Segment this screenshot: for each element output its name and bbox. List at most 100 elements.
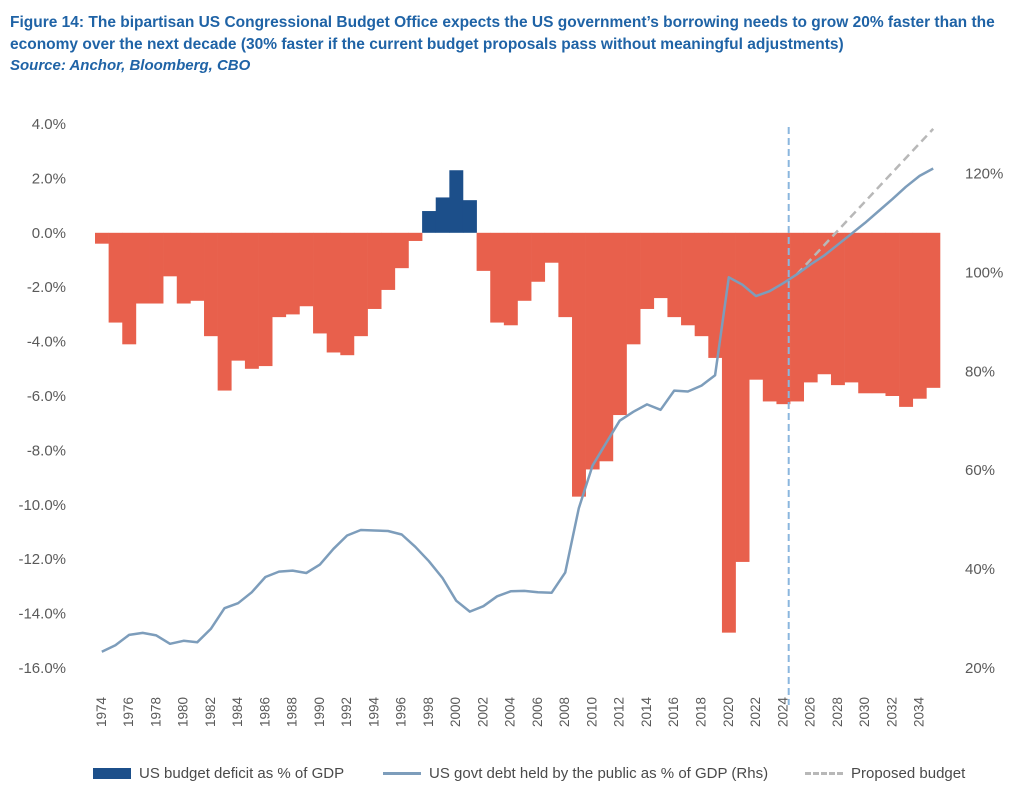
deficit-bar-2017: [681, 232, 695, 326]
deficit-bar-2035: [926, 232, 941, 388]
deficit-bar-1976: [122, 232, 137, 345]
chart-legend: US budget deficit as % of GDP US govt de…: [0, 760, 1024, 786]
x-tick-label: 1978: [148, 697, 163, 727]
deficit-bar-2031: [871, 232, 886, 394]
deficit-bar-2002: [476, 232, 491, 271]
deficit-bar-2010: [585, 232, 600, 470]
legend-label-proposed: Proposed budget: [851, 764, 966, 782]
deficit-bar-1985: [244, 232, 259, 369]
deficit-bar-2026: [803, 232, 818, 383]
deficit-bar-1974: [95, 232, 109, 244]
chart-title: Figure 14: The bipartisan US Congression…: [10, 14, 995, 53]
right-tick-label: 40%: [965, 561, 995, 578]
deficit-bar-2006: [531, 232, 546, 282]
deficit-bar-1996: [394, 232, 409, 269]
x-tick-label: 1980: [176, 697, 191, 727]
deficit-bar-1999: [435, 197, 450, 233]
left-tick-label: 0.0%: [32, 225, 66, 242]
combo-chart: 4.0% 2.0% 0.0% -2.0% -4.0% -6.0% -8.0% -10.0% -1…: [18, 116, 1003, 727]
deficit-bar-1984: [231, 232, 246, 361]
left-tick-label: -16.0%: [18, 660, 66, 677]
proposed-budget-line: [795, 128, 935, 276]
deficit-bar-2008: [558, 232, 573, 318]
deficit-bar-2033: [899, 232, 914, 407]
x-tick-label: 1994: [366, 696, 381, 727]
deficit-bar-2001: [462, 200, 477, 233]
left-tick-label: -14.0%: [18, 606, 66, 623]
left-tick-label: -4.0%: [27, 334, 66, 351]
legend-swatch-debt: [383, 771, 421, 775]
deficit-bar-2029: [844, 232, 859, 383]
deficit-bar-1975: [108, 232, 123, 323]
x-axis-ticks: 1974 1976 1978 1980 1982 1984 1986 1988 1990 1992…: [94, 696, 927, 727]
left-tick-label: 2.0%: [32, 170, 66, 187]
deficit-bars: [95, 170, 941, 633]
left-tick-label: -2.0%: [27, 279, 66, 296]
x-tick-label: 1996: [394, 697, 409, 727]
deficit-bar-2012: [612, 232, 627, 416]
x-tick-label: 1990: [312, 697, 327, 727]
deficit-bar-1991: [326, 232, 341, 353]
deficit-bar-1989: [299, 232, 314, 307]
deficit-bar-2004: [503, 232, 518, 326]
deficit-bar-1982: [204, 232, 218, 337]
x-tick-label: 2030: [857, 697, 872, 727]
deficit-bar-1990: [313, 232, 327, 334]
deficit-bar-1995: [381, 232, 396, 290]
legend-label-debt: US govt debt held by the public as % of …: [429, 764, 769, 782]
deficit-bar-2023: [762, 232, 777, 402]
right-axis-ticks: 120% 100% 80% 60% 40% 20%: [965, 166, 1003, 678]
legend-item-debt: US govt debt held by the public as % of …: [383, 760, 768, 786]
deficit-bar-2009: [572, 232, 586, 497]
debt-to-gdp-line: [101, 167, 934, 653]
deficit-bar-1983: [217, 232, 232, 391]
deficit-bar-1988: [285, 232, 300, 315]
chart-source: Source: Anchor, Bloomberg, CBO: [10, 57, 251, 74]
deficit-bar-1992: [340, 232, 355, 356]
deficit-bar-2011: [599, 232, 614, 462]
left-tick-label: -10.0%: [18, 497, 66, 514]
right-tick-label: 60%: [965, 462, 995, 479]
deficit-bar-1977: [135, 232, 150, 304]
deficit-bar-2020: [721, 232, 736, 633]
deficit-bar-1986: [258, 232, 273, 367]
left-tick-label: 4.0%: [32, 116, 66, 133]
x-tick-label: 2010: [585, 697, 600, 727]
deficit-bar-2032: [885, 232, 900, 396]
x-tick-label: 2024: [775, 696, 790, 727]
deficit-bar-2034: [912, 232, 927, 399]
x-tick-label: 1974: [94, 696, 109, 727]
x-tick-label: 2000: [448, 697, 463, 727]
deficit-bar-1979: [163, 232, 178, 277]
deficit-bar-2003: [490, 232, 505, 323]
deficit-bar-2019: [708, 232, 723, 358]
legend-swatch-deficit: [93, 767, 131, 779]
x-tick-label: 2004: [503, 696, 518, 727]
left-tick-label: -12.0%: [18, 551, 66, 568]
deficit-bar-2016: [667, 232, 682, 318]
deficit-bar-1980: [176, 232, 191, 304]
left-tick-label: -6.0%: [27, 388, 66, 405]
deficit-bar-1987: [272, 232, 287, 318]
deficit-bar-2024: [776, 232, 791, 405]
deficit-bar-2014: [640, 232, 655, 309]
right-tick-label: 120%: [965, 166, 1003, 183]
deficit-bar-2000: [449, 170, 464, 233]
deficit-bar-2025: [790, 232, 805, 402]
deficit-bar-2021: [735, 232, 750, 562]
x-tick-label: 2008: [557, 697, 572, 727]
legend-item-proposed: Proposed budget: [805, 760, 965, 786]
deficit-bar-2015: [653, 232, 668, 299]
deficit-bar-2030: [858, 232, 873, 394]
legend-swatch-proposed: [805, 771, 843, 775]
right-tick-label: 100%: [965, 264, 1003, 281]
x-tick-label: 1986: [257, 697, 272, 727]
deficit-bar-1998: [422, 211, 437, 233]
deficit-bar-1981: [190, 232, 205, 301]
chart-header: Figure 14: The bipartisan US Congression…: [10, 12, 1015, 76]
deficit-bar-2018: [694, 232, 709, 337]
deficit-bar-1993: [353, 232, 368, 337]
x-tick-label: 2006: [530, 697, 545, 727]
deficit-bar-2005: [517, 232, 532, 301]
x-tick-label: 1988: [285, 697, 300, 727]
